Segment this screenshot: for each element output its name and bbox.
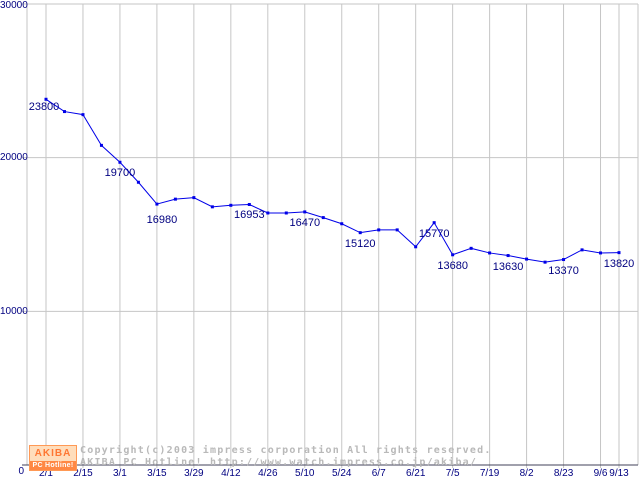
data-point-marker [543,260,547,264]
data-point-marker [44,97,48,101]
data-point-marker [136,180,140,184]
data-point-marker [395,228,399,232]
data-point-marker [155,202,159,206]
data-point-marker [617,251,621,255]
data-point-marker [210,205,214,209]
data-point-marker [599,251,603,255]
data-point-marker [229,203,233,207]
copyright-watermark-line2: AKIBA PC Hotline! http://www.watch.impre… [80,457,478,468]
data-point-marker [247,202,251,206]
data-point-marker [284,211,288,215]
data-point-marker [562,258,566,262]
data-point-marker [118,160,122,164]
data-point-marker [432,221,436,225]
data-point-marker [506,254,510,258]
akiba-pc-hotline-logo: AKIBA PC Hotline! [29,445,77,471]
data-point-marker [358,231,362,235]
data-point-marker [488,251,492,255]
copyright-watermark-line1: Copyright(c)2003 impress corporation All… [80,445,492,456]
data-point-marker [62,110,66,114]
data-point-marker [469,246,473,250]
data-point-marker [99,143,103,147]
data-point-marker [451,253,455,257]
data-point-marker [580,248,584,252]
data-point-marker [266,211,270,215]
price-line-series [45,98,620,263]
data-point-marker [173,197,177,201]
logo-pc-hotline-text: PC Hotline! [30,461,76,470]
data-point-marker [414,245,418,249]
data-point-marker [377,228,381,232]
data-point-marker [340,222,344,226]
data-point-marker [303,210,307,214]
logo-akiba-text: AKIBA [34,448,72,459]
data-point-marker [321,216,325,220]
data-point-marker [192,196,196,200]
data-point-marker [81,113,85,117]
data-point-marker [525,257,529,261]
